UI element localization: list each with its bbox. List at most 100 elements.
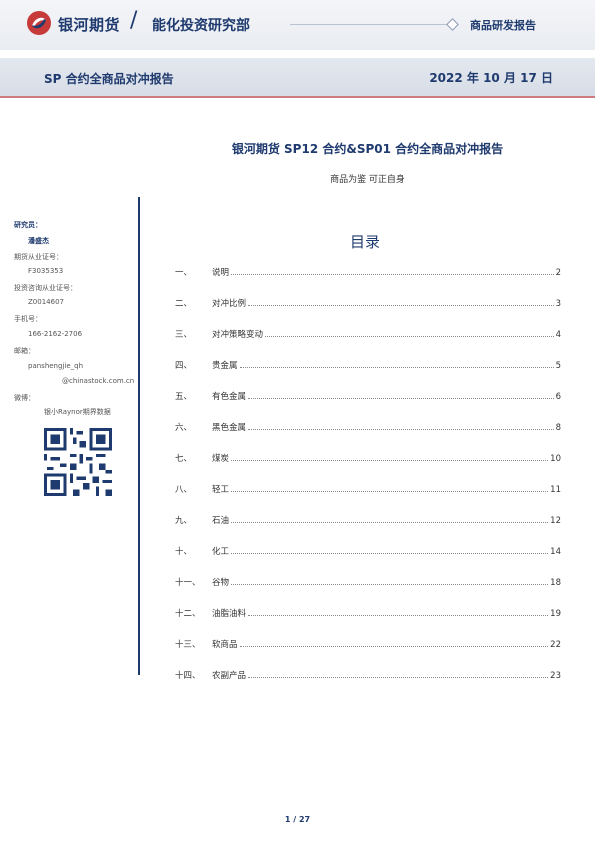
department-name: 能化投资研究部 — [152, 18, 250, 34]
toc-item-label: 煤炭 — [212, 454, 230, 464]
toc-item-number: 十、 — [175, 547, 193, 557]
header-divider — [290, 24, 450, 25]
header-slash: / — [130, 8, 138, 33]
toc-item-label: 有色金属 — [212, 392, 247, 402]
email-label: 邮箱： — [14, 347, 35, 355]
title-bar-accent — [0, 96, 595, 98]
wechat-account: 银小Raynor期界数据 — [44, 408, 111, 416]
toc-item[interactable]: 八、 轻工 11 — [175, 481, 561, 495]
toc-item-page: 3 — [555, 299, 561, 309]
toc-item[interactable]: 十一、 谷物 18 — [175, 574, 561, 588]
toc-item-number: 九、 — [175, 516, 193, 526]
page-number: 1 / 27 — [284, 815, 311, 824]
qr-code-icon — [44, 428, 112, 496]
toc-item[interactable]: 六、 黑色金属 8 — [175, 419, 561, 433]
researcher-name: 潘盛杰 — [28, 237, 49, 245]
toc-item-label: 说明 — [212, 268, 230, 278]
toc-item[interactable]: 七、 煤炭 10 — [175, 450, 561, 464]
toc-item[interactable]: 十三、 软商品 22 — [175, 636, 561, 650]
toc-leader-dots — [248, 398, 554, 399]
toc-item-number: 一、 — [175, 268, 193, 278]
toc-item-number: 三、 — [175, 330, 193, 340]
toc-leader-dots — [248, 429, 554, 430]
toc-leader-dots — [239, 367, 554, 368]
toc-item-number: 五、 — [175, 392, 193, 402]
consult-license: Z0014607 — [28, 298, 64, 306]
researcher-label: 研究员： — [14, 221, 42, 229]
toc-leader-dots — [231, 460, 549, 461]
toc-title: 目录 — [350, 233, 381, 251]
toc-item[interactable]: 二、 对冲比例 3 — [175, 295, 561, 309]
toc-leader-dots — [231, 584, 549, 585]
toc-item[interactable]: 一、 说明 2 — [175, 264, 561, 278]
toc-item-page: 8 — [555, 423, 561, 433]
toc-item-page: 18 — [550, 578, 561, 588]
toc-item-number: 十三、 — [175, 640, 201, 650]
toc-item-label: 农副产品 — [212, 671, 247, 681]
toc-leader-dots — [231, 491, 549, 492]
report-subtitle: 商品为鉴 可正自身 — [330, 175, 405, 185]
toc-leader-dots — [248, 615, 549, 616]
toc-item-number: 十一、 — [175, 578, 201, 588]
toc-item-number: 八、 — [175, 485, 193, 495]
toc-leader-dots — [231, 553, 549, 554]
toc-item-page: 14 — [550, 547, 561, 557]
header-band: 银河期货 / 能化投资研究部 商品研发报告 — [0, 0, 595, 50]
toc-item-label: 对冲比例 — [212, 299, 247, 309]
toc-item-number: 十二、 — [175, 609, 201, 619]
toc-item-number: 二、 — [175, 299, 193, 309]
title-bar-title: SP 合约全商品对冲报告 — [44, 72, 174, 86]
report-category: 商品研发报告 — [470, 19, 536, 32]
toc-item-number: 七、 — [175, 454, 193, 464]
toc-item[interactable]: 十四、 农副产品 23 — [175, 667, 561, 681]
galaxy-logo-icon — [27, 11, 51, 35]
brand-name: 银河期货 — [58, 16, 121, 34]
toc-item-page: 5 — [555, 361, 561, 371]
toc-leader-dots — [265, 336, 554, 337]
toc-leader-dots — [231, 274, 554, 275]
toc-item[interactable]: 五、 有色金属 6 — [175, 388, 561, 402]
toc-item-page: 19 — [550, 609, 561, 619]
toc-item[interactable]: 十二、 油脂油料 19 — [175, 605, 561, 619]
toc-item-number: 四、 — [175, 361, 193, 371]
email-domain[interactable]: @chinastock.com.cn — [62, 377, 135, 385]
toc-item-label: 软商品 — [212, 640, 238, 650]
toc-item-label: 轻工 — [212, 485, 230, 495]
toc-item-page: 22 — [550, 640, 561, 650]
phone-label: 手机号： — [14, 315, 42, 323]
toc-item-label: 黑色金属 — [212, 423, 247, 433]
toc-item-label: 化工 — [212, 547, 230, 557]
toc-leader-dots — [248, 677, 549, 678]
toc-item-page: 12 — [550, 516, 561, 526]
toc-item[interactable]: 四、 贵金属 5 — [175, 357, 561, 371]
toc-item[interactable]: 三、 对冲策略变动 4 — [175, 326, 561, 340]
consult-license-label: 投资咨询从业证号： — [14, 284, 77, 292]
toc-item-number: 十四、 — [175, 671, 201, 681]
toc-item-number: 六、 — [175, 423, 193, 433]
toc-leader-dots — [239, 646, 549, 647]
toc-item-label: 对冲策略变动 — [212, 330, 264, 340]
sidebar-divider — [138, 197, 140, 675]
toc-item-label: 油脂油料 — [212, 609, 247, 619]
toc-item-page: 11 — [550, 485, 561, 495]
toc-leader-dots — [248, 305, 554, 306]
toc-item-page: 23 — [550, 671, 561, 681]
toc-leader-dots — [231, 522, 549, 523]
toc-item-page: 4 — [555, 330, 561, 340]
toc-item-label: 谷物 — [212, 578, 230, 588]
toc-item-page: 2 — [555, 268, 561, 278]
email-user[interactable]: panshengjie_qh — [28, 362, 84, 370]
report-date: 2022 年 10 月 17 日 — [429, 71, 553, 85]
diamond-icon — [446, 18, 459, 31]
phone-number: 166-2162-2706 — [28, 330, 83, 338]
toc-item-page: 10 — [550, 454, 561, 464]
futures-license-label: 期货从业证号： — [14, 253, 63, 261]
title-bar: SP 合约全商品对冲报告 2022 年 10 月 17 日 — [0, 58, 595, 98]
toc-item-label: 贵金属 — [212, 361, 238, 371]
futures-license: F3035353 — [28, 267, 64, 275]
toc-item-label: 石油 — [212, 516, 230, 526]
wechat-label: 微博： — [14, 394, 35, 402]
report-title: 银河期货 SP12 合约&SP01 合约全商品对冲报告 — [231, 142, 504, 156]
toc-item[interactable]: 九、 石油 12 — [175, 512, 561, 526]
toc-item[interactable]: 十、 化工 14 — [175, 543, 561, 557]
